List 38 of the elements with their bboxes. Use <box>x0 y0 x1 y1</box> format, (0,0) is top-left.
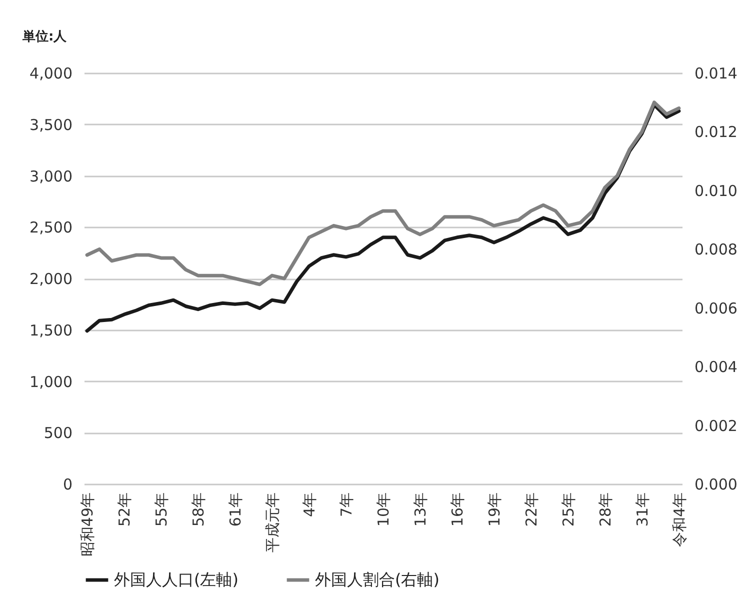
legend-label: 外国人人口(左軸) <box>114 570 238 589</box>
y-tick-label: 1,000 <box>30 372 72 391</box>
y2-tick-label: 0.000 <box>694 476 738 494</box>
x-tick-label: 58年 <box>190 492 208 527</box>
y-tick-label: 500 <box>44 424 72 442</box>
x-tick-label: 22年 <box>522 492 540 527</box>
y-tick-label: 2,000 <box>30 270 72 288</box>
y-tick-label: 3,500 <box>30 116 72 134</box>
x-tick-label: 28年 <box>596 492 614 527</box>
x-tick-label: 令和4年 <box>670 492 688 548</box>
legend-label: 外国人割合(右軸) <box>315 570 440 589</box>
x-tick-label: 10年 <box>374 492 392 527</box>
x-tick-label: 61年 <box>226 492 245 527</box>
x-tick-label: 4年 <box>300 492 319 518</box>
y-tick-label: 3,000 <box>30 167 72 186</box>
x-tick-label: 7年 <box>338 492 356 518</box>
y2-tick-label: 0.010 <box>694 182 738 200</box>
y2-tick-label: 0.004 <box>694 358 738 376</box>
y2-tick-label: 0.008 <box>694 240 738 259</box>
x-tick-label: 52年 <box>116 492 134 527</box>
x-tick-label: 19年 <box>485 492 504 527</box>
y-tick-label: 1,500 <box>30 321 72 340</box>
y-axis-title: 単位:人 <box>22 30 68 44</box>
x-tick-label: 13年 <box>411 492 430 527</box>
y2-tick-label: 0.014 <box>694 64 738 82</box>
y-tick-label: 2,500 <box>30 218 72 237</box>
line-series <box>85 100 681 286</box>
x-tick-label: 25年 <box>559 492 578 527</box>
y2-tick-label: 0.002 <box>694 416 738 435</box>
y2-tick-label: 0.012 <box>694 123 738 142</box>
x-tick-label: 31年 <box>633 492 652 527</box>
x-tick-label: 昭和49年 <box>78 492 97 557</box>
x-tick-label: 55年 <box>152 492 171 527</box>
x-tick-label: 平成元年 <box>264 492 282 552</box>
y-tick-label: 4,000 <box>30 64 72 82</box>
x-tick-label: 16年 <box>448 492 466 527</box>
y-tick-label: 0 <box>62 476 72 494</box>
y2-tick-label: 0.006 <box>694 299 738 318</box>
